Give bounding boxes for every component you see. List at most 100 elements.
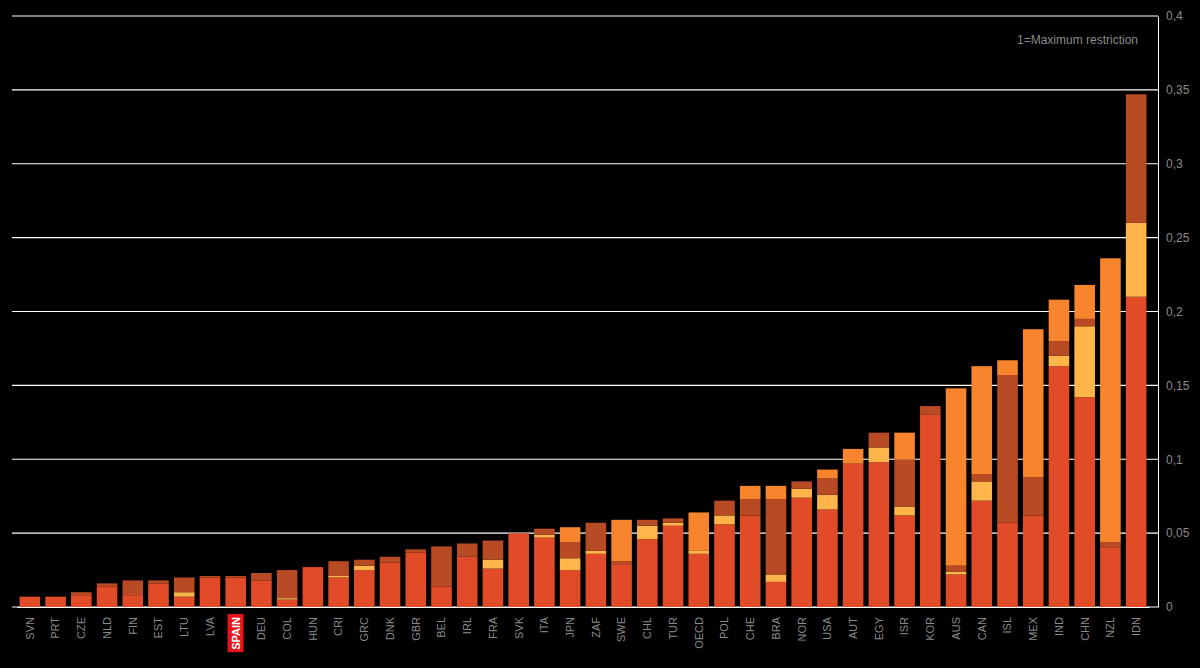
bar-segment — [251, 573, 272, 574]
tick: CAN — [976, 607, 988, 640]
tick-label: CAN — [976, 617, 988, 640]
tick: AUT — [847, 607, 859, 639]
tick: EGY — [873, 607, 885, 640]
tick-label: PRT — [49, 617, 61, 639]
tick-label: 0,3 — [1166, 157, 1183, 171]
bar-segment — [663, 523, 684, 526]
tick-label: CHE — [744, 617, 756, 640]
bar-segment — [483, 540, 504, 541]
tick: MEX — [1027, 607, 1039, 641]
tick: POL — [718, 607, 730, 639]
bar-segment — [380, 556, 401, 557]
bar-segment — [946, 566, 967, 572]
bar-segment — [122, 580, 143, 581]
bar-segment — [405, 549, 426, 550]
bar-segment — [277, 600, 298, 607]
grid-line — [12, 237, 1158, 238]
bar-segment — [508, 533, 529, 534]
bar-segment — [483, 569, 504, 607]
bar-segment — [971, 366, 992, 474]
bars — [20, 94, 1147, 607]
bar-segment — [997, 523, 1018, 607]
bar-segment — [869, 432, 890, 433]
tick-label: BRA — [770, 616, 782, 639]
bar-segment — [148, 583, 169, 607]
tick-label: BEL — [435, 617, 447, 638]
tick: TUR — [667, 607, 679, 640]
tick: OECD — [693, 607, 705, 649]
bar-segment — [817, 470, 838, 479]
bar-segment — [200, 577, 221, 578]
bar-segment — [1074, 397, 1095, 607]
bar-segment — [611, 561, 632, 564]
tick-label: HUN — [307, 617, 319, 641]
bar-segment — [534, 535, 555, 538]
tick-label: 0 — [1166, 600, 1173, 614]
bar-segment — [277, 598, 298, 599]
bar-segment — [200, 575, 221, 576]
bar-segment — [354, 570, 375, 607]
bar-segment — [791, 489, 812, 498]
bar-segment — [328, 577, 349, 607]
tick-label: 0,1 — [1166, 453, 1183, 467]
tick-label: GRC — [358, 617, 370, 642]
tick: PRT — [49, 607, 61, 639]
tick: DEU — [255, 607, 267, 640]
bar-segment — [303, 567, 324, 568]
bar-segment — [1023, 515, 1044, 607]
bar-segment — [45, 596, 66, 597]
bar-segment — [817, 509, 838, 607]
tick-label: NOR — [796, 617, 808, 642]
bar-segment — [637, 539, 658, 607]
bar-segment — [920, 406, 941, 407]
bar-segment — [740, 486, 761, 499]
bar-segment — [1126, 94, 1147, 95]
bar-segment — [534, 538, 555, 607]
tick-label: ZAF — [590, 617, 602, 638]
bar-segment — [174, 577, 195, 592]
tick-label: IND — [1053, 617, 1065, 636]
bar-segment — [277, 570, 298, 571]
bar-segment — [303, 567, 324, 568]
tick-label: TUR — [667, 617, 679, 640]
tick: IDN — [1130, 607, 1142, 636]
bar-segment — [20, 596, 41, 597]
bar-segment — [354, 559, 375, 560]
bar-segment — [766, 574, 787, 581]
bar-segment — [1126, 223, 1147, 297]
tick: 0,15 — [1158, 379, 1190, 393]
tick: CRI — [332, 607, 344, 636]
bar-segment — [894, 433, 915, 460]
bar-segment — [20, 596, 41, 597]
series — [71, 94, 1146, 598]
bar-segment — [869, 433, 890, 448]
bar-segment — [71, 592, 92, 593]
tick: NOR — [796, 607, 808, 641]
tick: ISL — [1001, 607, 1013, 634]
tick-label: ISR — [898, 617, 910, 635]
bar-segment — [508, 533, 529, 607]
bar-segment — [328, 576, 349, 577]
tick-label: SPAIN — [230, 617, 242, 650]
bar-segment — [894, 459, 915, 506]
bar-segment — [560, 570, 581, 607]
bar-segment — [791, 481, 812, 482]
tick: IND — [1053, 607, 1065, 636]
bar-segment — [688, 554, 709, 607]
bar-segment — [586, 522, 607, 523]
bar-segment — [225, 575, 246, 576]
bar-segment — [740, 515, 761, 607]
bar-segment — [508, 533, 529, 534]
bar-segment — [277, 570, 298, 598]
tick: CHL — [641, 607, 653, 639]
bar-segment — [791, 498, 812, 607]
bar-segment — [1074, 326, 1095, 397]
bar-segment — [688, 512, 709, 550]
bar-segment — [663, 518, 684, 519]
bar-segment — [637, 526, 658, 539]
tick-label: IRL — [461, 617, 473, 634]
tick-label: ISL — [1001, 617, 1013, 634]
bar-segment — [508, 533, 529, 534]
tick: ISR — [898, 607, 910, 635]
tick-label: FRA — [487, 616, 499, 639]
